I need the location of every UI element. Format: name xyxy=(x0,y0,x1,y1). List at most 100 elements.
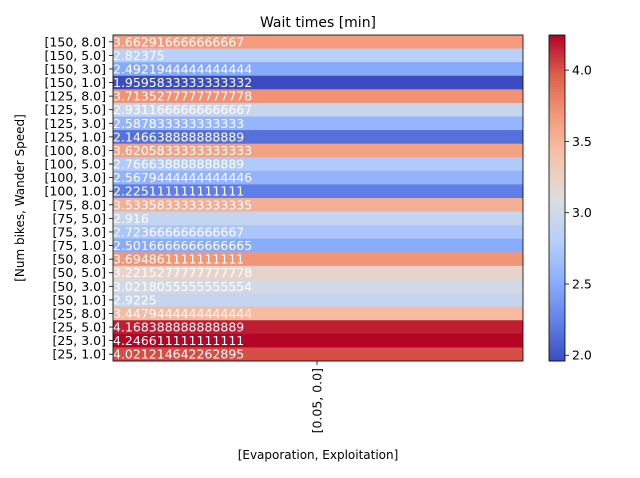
colorbar-segment xyxy=(549,100,565,104)
colorbar-segment xyxy=(549,146,565,150)
cell-value-label: 3.7135277777777778 xyxy=(113,89,252,104)
colorbar-segment xyxy=(549,165,565,169)
y-tick-label: [25, 5.0] xyxy=(53,320,107,335)
y-tick-label: [150, 1.0] xyxy=(45,75,106,90)
colorbar-segment xyxy=(549,127,565,131)
cell-value-label: 2.916 xyxy=(113,211,149,226)
y-axis-label: [Num bikes, Wander Speed] xyxy=(13,114,27,282)
colorbar-segment xyxy=(549,257,565,261)
colorbar-segment xyxy=(549,170,565,174)
heatmap-cell xyxy=(113,116,523,131)
y-tick-label: [75, 3.0] xyxy=(53,224,107,239)
colorbar-segment xyxy=(549,132,565,136)
heatmap-cell xyxy=(113,102,523,117)
colorbar-tick-label: 2.5 xyxy=(572,276,592,291)
colorbar-segment xyxy=(549,149,565,153)
y-tick-label: [25, 8.0] xyxy=(53,306,107,321)
heatmap-cell xyxy=(113,48,523,63)
colorbar-segment xyxy=(549,181,565,185)
colorbar-segment xyxy=(549,48,565,52)
cell-value-label: 3.0218055555555554 xyxy=(113,279,252,294)
y-tick-label: [150, 5.0] xyxy=(45,48,106,63)
cell-value-label: 3.5335833333333335 xyxy=(113,197,252,212)
colorbar-segment xyxy=(549,94,565,98)
colorbar-segment xyxy=(549,238,565,242)
y-tick-label: [125, 1.0] xyxy=(45,129,106,144)
heatmap-cell xyxy=(113,306,523,321)
colorbar-segment xyxy=(549,249,565,253)
colorbar-segment xyxy=(549,108,565,112)
colorbar-segment xyxy=(549,260,565,264)
cell-value-label: 2.587833333333333 xyxy=(113,116,244,131)
colorbar-segment xyxy=(549,176,565,180)
colorbar-segment xyxy=(549,78,565,82)
colorbar-segment xyxy=(549,121,565,126)
colorbar-segment xyxy=(549,192,565,196)
colorbar-segment xyxy=(549,81,565,85)
heatmap-cell xyxy=(113,225,523,240)
y-tick-label: [100, 5.0] xyxy=(45,157,106,172)
cell-value-label: 3.694861111111111 xyxy=(113,252,244,267)
colorbar-segment xyxy=(549,328,565,332)
heatmap-cell xyxy=(113,35,523,49)
cell-value-label: 2.225111111111111 xyxy=(113,184,244,199)
heatmap-cell xyxy=(113,293,523,307)
y-tick-label: [50, 5.0] xyxy=(53,265,107,280)
y-tick-label: [100, 8.0] xyxy=(45,143,106,158)
heatmap-cell xyxy=(113,198,523,212)
cell-value-label: 2.723666666666667 xyxy=(113,224,244,239)
colorbar-segment xyxy=(549,227,565,231)
heatmap-cell xyxy=(113,333,523,348)
colorbar-segment xyxy=(549,284,565,289)
colorbar-segment xyxy=(549,67,565,71)
colorbar-segment xyxy=(549,252,565,256)
y-tick-label: [100, 3.0] xyxy=(45,170,106,185)
heatmap-cell xyxy=(113,75,523,90)
colorbar-segment xyxy=(549,59,565,63)
colorbar-segment xyxy=(549,339,565,343)
cell-value-label: 2.766638888888889 xyxy=(113,157,244,172)
colorbar-segment xyxy=(549,73,565,77)
heatmap-cell xyxy=(113,184,523,199)
colorbar-segment xyxy=(549,83,565,88)
colorbar-segment xyxy=(549,282,565,286)
colorbar-segment xyxy=(549,54,565,58)
x-axis-label: [Evaporation, Exploitation] xyxy=(238,448,399,462)
colorbar-segment xyxy=(549,325,565,329)
colorbar-segment xyxy=(549,309,565,313)
colorbar-segment xyxy=(549,317,565,321)
colorbar-segment xyxy=(549,116,565,120)
colorbar-segment xyxy=(549,268,565,272)
plot-frame xyxy=(112,34,524,362)
colorbar-segment xyxy=(549,341,565,346)
colorbar-segment xyxy=(549,233,565,237)
y-tick-label: [50, 3.0] xyxy=(53,279,107,294)
colorbar-segment xyxy=(549,184,565,188)
colorbar-segment xyxy=(549,333,565,337)
colorbar-tick-label: 2.0 xyxy=(572,348,592,363)
colorbar-segment xyxy=(549,70,565,74)
heatmap-cell xyxy=(113,211,523,226)
chart-title: Wait times [min] xyxy=(260,15,376,31)
colorbar-segment xyxy=(549,124,565,128)
colorbar-segment xyxy=(549,355,565,359)
colorbar-segment xyxy=(549,314,565,318)
colorbar-segment xyxy=(549,276,565,280)
colorbar-segment xyxy=(549,75,565,79)
cell-value-label: 3.4479444444444444 xyxy=(113,306,252,321)
colorbar-segment xyxy=(549,138,565,142)
colorbar-segment xyxy=(549,301,565,305)
cell-value-label: 2.5016666666666665 xyxy=(113,238,252,253)
colorbar-segment xyxy=(549,189,565,193)
colorbar-segment xyxy=(549,37,565,41)
y-tick-labels: [150, 8.0][150, 5.0][150, 3.0][150, 1.0]… xyxy=(45,34,113,362)
heatmap-cell xyxy=(113,320,523,335)
y-tick-label: [125, 5.0] xyxy=(45,102,106,117)
y-tick-label: [150, 3.0] xyxy=(45,61,106,76)
y-tick-label: [75, 1.0] xyxy=(53,238,107,253)
y-tick-label: [25, 1.0] xyxy=(53,347,107,362)
heatmap-cell xyxy=(113,130,523,144)
colorbar-frame xyxy=(548,34,566,362)
colorbar-segment xyxy=(549,295,565,299)
heatmap-cell xyxy=(113,238,523,253)
